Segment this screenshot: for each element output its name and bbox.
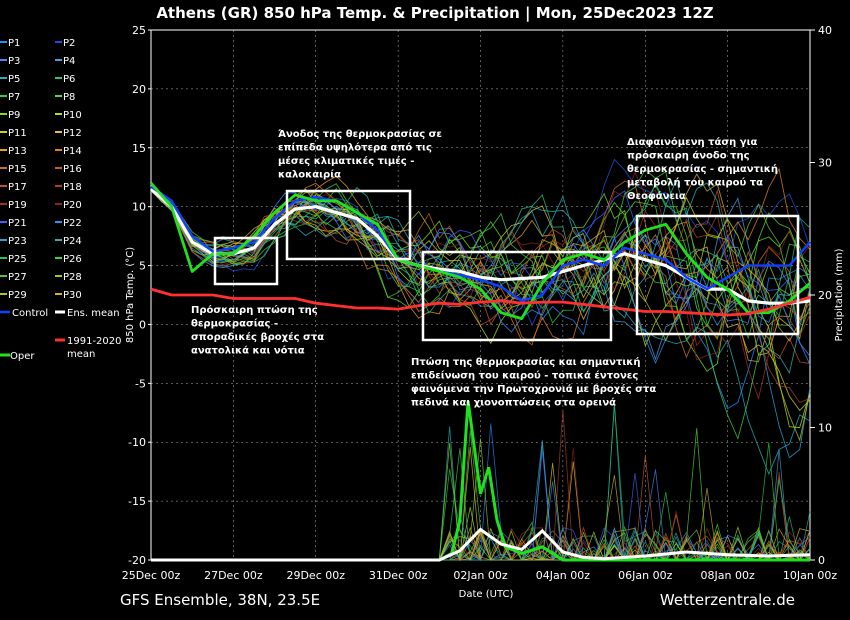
- y2-tick-label: 10: [818, 422, 832, 435]
- precip-ens-mean-line: [151, 527, 811, 562]
- x-tick-label: 06Jan 00z: [618, 569, 672, 582]
- member-line: [150, 188, 811, 364]
- x-tick-label: 04Jan 00z: [536, 569, 590, 582]
- legend-label: P22: [63, 218, 82, 229]
- x-tick-label: 31Dec 00z: [369, 569, 428, 582]
- y-tick-label: -20: [128, 554, 146, 567]
- y2-tick-label: 0: [818, 554, 825, 567]
- member-line: [150, 175, 811, 363]
- precip-oper-line: [151, 400, 810, 562]
- annotation-box: [421, 250, 613, 342]
- x-tick-label: 02Jan 00z: [453, 569, 507, 582]
- legend-label: 1991-2020 mean: [67, 336, 122, 360]
- legend-label: P15: [8, 164, 27, 175]
- chart-title: Athens (GR) 850 hPa Temp. & Precipitatio…: [156, 4, 713, 23]
- annotation-text: Διαφαινόμενη τάση για πρόσκαιρη άνοδο της…: [627, 136, 778, 202]
- legend-label: P23: [8, 236, 27, 247]
- x-tick-label: 25Dec 00z: [122, 569, 181, 582]
- legend-label: P13: [8, 146, 27, 157]
- member-line: [150, 182, 811, 317]
- annotation-text: Πρόσκαιρη πτώση της θερμοκρασίας -σποραδι…: [191, 304, 324, 357]
- series-oper-line: [149, 182, 811, 321]
- legend-label: P16: [63, 164, 82, 175]
- legend-label: P26: [63, 254, 82, 265]
- y2-tick-label: 20: [818, 289, 832, 302]
- member-line: [150, 189, 811, 401]
- member-line: [150, 184, 811, 340]
- legend-label: P11: [8, 128, 27, 139]
- legend-label: P27: [8, 272, 27, 283]
- legend-label: P17: [8, 182, 27, 193]
- x-tick-label: 27Dec 00z: [204, 569, 263, 582]
- y-tick-label: -15: [128, 495, 146, 508]
- y-tick-label: -5: [135, 377, 146, 390]
- series-control-line: [150, 185, 811, 303]
- annotation-box: [285, 189, 412, 261]
- y-tick-label: 0: [139, 318, 146, 331]
- x-axis-label: Date (UTC): [459, 589, 514, 600]
- y2-tick-label: 30: [818, 157, 832, 170]
- legend-label: P30: [63, 290, 82, 301]
- legend-label: Oper: [10, 351, 35, 362]
- y-tick-label: 15: [132, 142, 146, 155]
- x-tick-label: 29Dec 00z: [286, 569, 345, 582]
- y-tick-label: 25: [132, 24, 146, 37]
- y-tick-label: 5: [139, 260, 146, 273]
- footer-left: GFS Ensemble, 38N, 23.5E: [120, 591, 320, 609]
- annotation-text: Άνοδος της θερμοκρασίας σε επίπεδα υψηλότ…: [278, 128, 442, 181]
- y-tick-label: 20: [132, 83, 146, 96]
- legend-label: P14: [63, 146, 82, 157]
- legend-label: P3: [8, 56, 20, 67]
- legend-label: P9: [8, 110, 20, 121]
- series-1991-2020-mean-line: [150, 287, 811, 317]
- legend-label: Control: [12, 308, 48, 319]
- y-tick-label: 10: [132, 201, 146, 214]
- legend-label: P4: [63, 56, 75, 67]
- legend-label: P25: [8, 254, 27, 265]
- legend-label: P19: [8, 200, 27, 211]
- annotation-box: [213, 236, 279, 286]
- y-tick-label: -10: [128, 436, 146, 449]
- legend-label: P12: [63, 128, 82, 139]
- y-axis-label: 850 hPa Temp. (°C): [125, 247, 136, 343]
- member-line: [150, 187, 811, 365]
- legend-label: P10: [63, 110, 82, 121]
- legend-label: P24: [63, 236, 82, 247]
- member-line: [150, 187, 811, 442]
- member-line: [150, 187, 811, 340]
- legend-label: P21: [8, 218, 27, 229]
- x-tick-label: 08Jan 00z: [701, 569, 755, 582]
- x-tick-label: 10Jan 00z: [783, 569, 837, 582]
- legend-label: P18: [63, 182, 82, 193]
- legend-label: P7: [8, 92, 20, 103]
- annotation-text: Πτώση της θερμοκρασίας και σημαντική επιδ…: [411, 356, 656, 409]
- legend-label: P2: [63, 38, 75, 49]
- annotation-box: [635, 214, 800, 336]
- legend-label: P29: [8, 290, 27, 301]
- legend-label: P1: [8, 38, 20, 49]
- legend-label: P8: [63, 92, 75, 103]
- legend-label: P28: [63, 272, 82, 283]
- legend-label: P20: [63, 200, 82, 211]
- y2-axis-label: Precipitation (mm): [834, 248, 845, 341]
- legend-label: Ens. mean: [67, 308, 120, 319]
- legend: P1 P2 P3 P4 P5 P6 P7 P8 P9 P10 P11 P12 P13 P14 P15 P16 P…: [0, 38, 122, 362]
- footer-right: Wetterzentrale.de: [660, 591, 795, 609]
- y2-tick-label: 40: [818, 24, 832, 37]
- legend-label: P5: [8, 74, 20, 85]
- member-line: [150, 173, 811, 342]
- legend-label: P6: [63, 74, 75, 85]
